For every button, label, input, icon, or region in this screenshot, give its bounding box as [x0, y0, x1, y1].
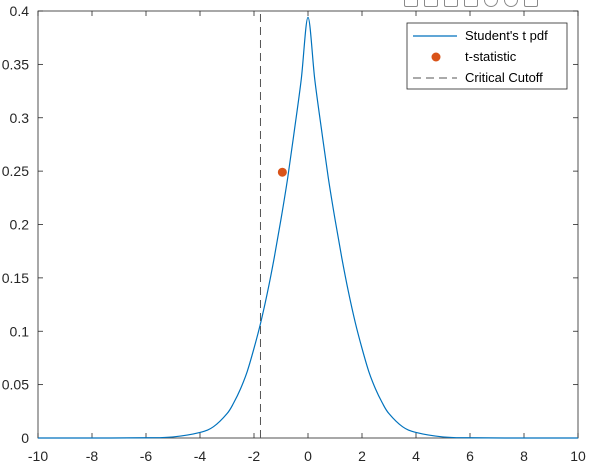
- y-tick-label: 0.15: [2, 270, 29, 286]
- y-tick-label: 0.4: [10, 3, 30, 19]
- x-axis-ticks: -10 -8 -6 -4 -2 0 2 4 6 8 10: [28, 11, 586, 464]
- select-icon[interactable]: [444, 0, 458, 7]
- y-tick-label: 0.2: [10, 217, 30, 233]
- t-statistic-point[interactable]: [277, 167, 287, 177]
- legend[interactable]: Student's t pdf t-statistic Critical Cut…: [406, 22, 568, 90]
- x-tick-label: 2: [358, 448, 366, 464]
- students-t-pdf-line[interactable]: [37, 16, 579, 439]
- x-tick-label: -2: [248, 448, 261, 464]
- x-tick-label: 0: [304, 448, 312, 464]
- y-tick-label: 0.1: [10, 323, 30, 339]
- x-tick-label: -8: [86, 448, 99, 464]
- y-tick-label: 0: [21, 430, 29, 446]
- export-icon[interactable]: [404, 0, 418, 7]
- legend-marker-tstat: [431, 52, 441, 62]
- x-tick-label: 10: [570, 448, 586, 464]
- x-tick-label: -4: [194, 448, 207, 464]
- y-tick-label: 0.25: [2, 163, 29, 179]
- figure-toolbar: [404, 0, 596, 8]
- y-tick-label: 0.35: [2, 56, 29, 72]
- y-tick-label: 0.05: [2, 377, 29, 393]
- x-tick-label: 8: [520, 448, 528, 464]
- x-tick-label: 6: [466, 448, 474, 464]
- pan-icon[interactable]: [464, 0, 478, 7]
- x-tick-label: -10: [28, 448, 48, 464]
- brush-icon[interactable]: [424, 0, 438, 7]
- y-tick-label: 0.3: [10, 110, 30, 126]
- x-tick-label: -6: [140, 448, 153, 464]
- legend-label-tstat: t-statistic: [465, 49, 517, 64]
- x-tick-label: 4: [412, 448, 420, 464]
- y-axis-ticks: 0 0.05 0.1 0.15 0.2 0.25 0.3 0.35 0.4: [2, 3, 578, 446]
- legend-label-cutoff: Critical Cutoff: [465, 70, 543, 85]
- legend-label-pdf: Student's t pdf: [465, 28, 548, 43]
- home-icon[interactable]: [524, 0, 538, 7]
- plot-series: [37, 11, 579, 439]
